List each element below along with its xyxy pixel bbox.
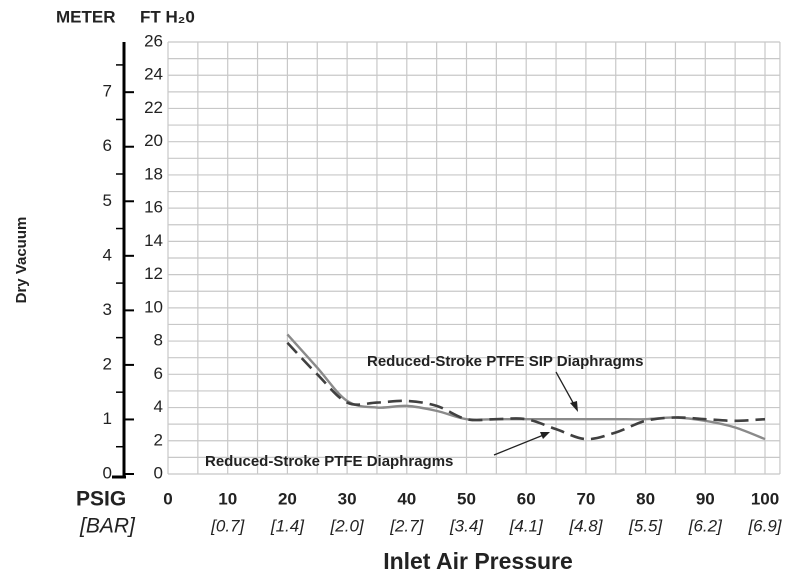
y-tick-label: 22 (144, 98, 163, 117)
x-tick-label-secondary: [6.2] (688, 516, 723, 535)
y-tick-label: 14 (144, 231, 163, 250)
arrowhead (540, 432, 550, 439)
x-unit-secondary: [BAR] (79, 515, 136, 538)
x-tick-label: 10 (218, 489, 237, 508)
y-axis-label: Dry Vacuum (13, 217, 30, 304)
x-tick-label-secondary: [5.5] (628, 516, 663, 535)
x-tick-label: 90 (696, 489, 715, 508)
x-tick-label: 50 (457, 489, 476, 508)
y-tick-label: 26 (144, 31, 163, 50)
y2-tick-label: 1 (103, 409, 112, 428)
y2-tick-label: 0 (103, 463, 112, 482)
x-tick-label: 70 (576, 489, 595, 508)
y-tick-label: 6 (154, 364, 163, 383)
y-tick-label: 0 (154, 463, 163, 482)
y-tick-label: 20 (144, 131, 163, 150)
x-tick-label-secondary: [4.8] (568, 516, 603, 535)
x-axis-label: Inlet Air Pressure (383, 548, 573, 574)
y-tick-label: 24 (144, 65, 163, 84)
x-tick-label-secondary: [4.1] (509, 516, 544, 535)
y-tick-label: 10 (144, 297, 163, 316)
x-tick-label: 80 (636, 489, 655, 508)
y-tick-label: 2 (154, 430, 163, 449)
x-tick-label: 40 (397, 489, 416, 508)
x-tick-label: 60 (517, 489, 536, 508)
x-tick-label-secondary: [2.7] (389, 516, 424, 535)
x-tick-label: 0 (163, 489, 172, 508)
x-tick-label-secondary: [1.4] (270, 516, 305, 535)
y-tick-label: 16 (144, 198, 163, 217)
x-tick-label-secondary: [0.7] (210, 516, 245, 535)
x-tick-label: 100 (751, 489, 779, 508)
y2-axis-title: METER (56, 7, 116, 26)
x-tick-label-secondary: [2.0] (330, 516, 365, 535)
x-tick-label: 20 (278, 489, 297, 508)
annotation: Reduced-Stroke PTFE SIP Diaphragms (367, 353, 643, 370)
y-tick-label: 12 (144, 264, 163, 283)
plot (286, 333, 766, 441)
y-tick-label: 4 (154, 397, 163, 416)
grid (167, 41, 781, 475)
y2-tick-label: 6 (103, 136, 112, 155)
y2-tick-label: 5 (103, 191, 112, 210)
annotation: Reduced-Stroke PTFE Diaphragms (205, 453, 453, 470)
x-tick-label-secondary: [3.4] (449, 516, 484, 535)
y2-tick-label: 7 (103, 82, 112, 101)
y2-tick-label: 4 (103, 245, 112, 264)
arrow (555, 371, 577, 409)
x-tick-label: 30 (338, 489, 357, 508)
y2-tick-label: 3 (103, 300, 112, 319)
arrow (493, 433, 547, 456)
y2-tick-label: 2 (103, 354, 112, 373)
series-line (286, 341, 766, 441)
y-tick-label: 8 (154, 331, 163, 350)
arrowhead (570, 401, 578, 412)
x-tick-label-secondary: [6.9] (747, 516, 782, 535)
y-tick-label: 18 (144, 164, 163, 183)
x-unit-primary: PSIG (76, 488, 126, 511)
y-axis-title: FT H₂0 (140, 7, 195, 26)
